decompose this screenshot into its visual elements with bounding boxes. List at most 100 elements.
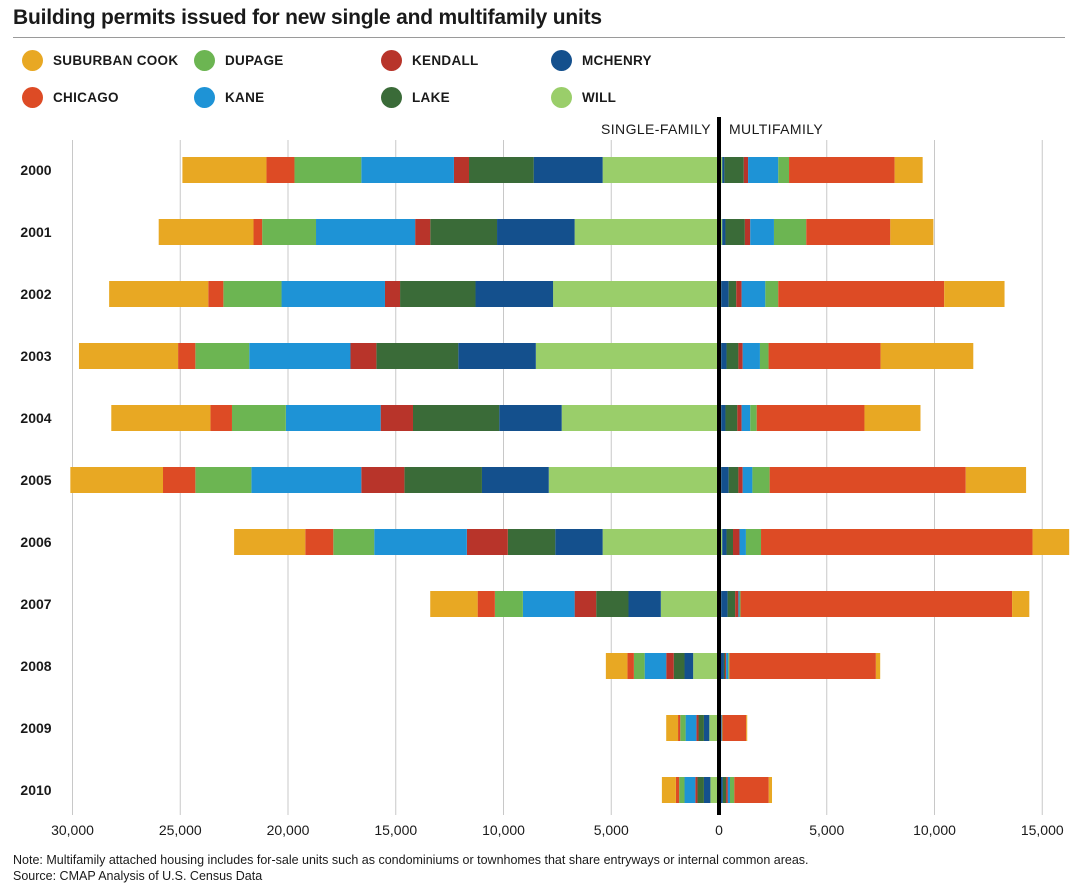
year-label: 2010 — [20, 782, 51, 798]
legend-label: KENDALL — [412, 52, 479, 68]
legend-item-kendall: KENDALL — [381, 48, 479, 72]
legend-item-mchenry: MCHENRY — [551, 48, 652, 72]
bar-single-family-kendall-2007 — [574, 591, 597, 617]
bar-single-family-lake-2002 — [400, 281, 476, 307]
legend-swatch — [551, 86, 572, 108]
year-label: 2003 — [20, 348, 51, 364]
bar-single-family-chicago-2008 — [627, 653, 634, 679]
x-tick-label: 5,000 — [594, 822, 629, 838]
bar-multifamily-chicago-2004 — [756, 405, 865, 431]
bar-single-family-will-2007 — [660, 591, 719, 617]
bar-multifamily-suburban-cook-2010 — [768, 777, 773, 803]
x-tick-label: 0 — [715, 822, 723, 838]
bar-single-family-mchenry-2005 — [481, 467, 549, 493]
bar-single-family-will-2009 — [709, 715, 719, 741]
x-tick-label: 5,000 — [809, 822, 844, 838]
x-tick-label: 20,000 — [267, 822, 310, 838]
bar-single-family-kendall-2005 — [361, 467, 405, 493]
bar-multifamily-chicago-2006 — [761, 529, 1033, 555]
multifamily-label: MULTIFAMILY — [729, 121, 823, 137]
bar-multifamily-dupage-2001 — [773, 219, 807, 245]
bar-multifamily-dupage-2008 — [728, 653, 730, 679]
bar-single-family-kane-2009 — [685, 715, 697, 741]
bar-multifamily-kendall-2008 — [725, 653, 727, 679]
bar-single-family-chicago-2010 — [675, 777, 680, 803]
bar-multifamily-chicago-2002 — [778, 281, 945, 307]
bar-single-family-lake-2009 — [698, 715, 704, 741]
bar-multifamily-lake-2001 — [725, 219, 745, 245]
bar-multifamily-chicago-2003 — [768, 343, 881, 369]
bar-single-family-mchenry-2007 — [628, 591, 661, 617]
bar-single-family-will-2003 — [535, 343, 719, 369]
x-tick-label: 10,000 — [913, 822, 956, 838]
bar-single-family-lake-2003 — [376, 343, 459, 369]
x-tick-label: 10,000 — [482, 822, 525, 838]
bar-single-family-dupage-2000 — [294, 157, 362, 183]
bar-single-family-suburban-cook-2002 — [109, 281, 209, 307]
bar-multifamily-dupage-2002 — [765, 281, 779, 307]
bar-single-family-kane-2001 — [316, 219, 416, 245]
bar-multifamily-mchenry-2001 — [722, 219, 726, 245]
bar-multifamily-kendall-2004 — [737, 405, 742, 431]
bar-single-family-will-2000 — [602, 157, 719, 183]
year-label: 2001 — [20, 224, 51, 240]
bar-single-family-lake-2005 — [404, 467, 482, 493]
bar-single-family-kane-2007 — [522, 591, 575, 617]
bar-multifamily-kendall-2005 — [738, 467, 743, 493]
bar-multifamily-lake-2005 — [728, 467, 739, 493]
bar-single-family-chicago-2001 — [253, 219, 263, 245]
legend-swatch — [551, 49, 572, 71]
legend-swatch — [381, 49, 402, 71]
bar-single-family-lake-2007 — [596, 591, 629, 617]
bar-single-family-chicago-2004 — [210, 405, 232, 431]
bar-single-family-lake-2004 — [412, 405, 500, 431]
bar-single-family-kane-2008 — [644, 653, 667, 679]
bar-multifamily-mchenry-2008 — [720, 653, 724, 679]
bar-multifamily-suburban-cook-2006 — [1032, 529, 1070, 555]
bar-multifamily-kane-2006 — [739, 529, 746, 555]
bar-multifamily-kane-2001 — [750, 219, 774, 245]
bar-single-family-dupage-2007 — [494, 591, 523, 617]
bar-multifamily-mchenry-2007 — [721, 591, 728, 617]
bar-multifamily-mchenry-2002 — [721, 281, 729, 307]
bar-single-family-suburban-cook-2008 — [605, 653, 628, 679]
bar-multifamily-suburban-cook-2005 — [965, 467, 1027, 493]
bar-multifamily-mchenry-2003 — [721, 343, 727, 369]
year-label: 2009 — [20, 720, 51, 736]
bar-single-family-will-2001 — [574, 219, 719, 245]
bar-single-family-kane-2010 — [684, 777, 696, 803]
bar-single-family-dupage-2006 — [333, 529, 375, 555]
legend-swatch — [381, 86, 402, 108]
bar-single-family-will-2006 — [602, 529, 719, 555]
bar-multifamily-dupage-2007 — [739, 591, 741, 617]
bar-single-family-lake-2008 — [673, 653, 685, 679]
bar-multifamily-lake-2004 — [725, 405, 738, 431]
bar-single-family-kendall-2001 — [415, 219, 431, 245]
bar-multifamily-suburban-cook-2007 — [1012, 591, 1030, 617]
bar-single-family-mchenry-2009 — [703, 715, 710, 741]
bar-single-family-chicago-2002 — [208, 281, 224, 307]
bar-multifamily-kane-2010 — [727, 777, 730, 803]
legend-label: DUPAGE — [225, 52, 284, 68]
bar-multifamily-mchenry-2005 — [721, 467, 729, 493]
year-label: 2006 — [20, 534, 51, 550]
bar-single-family-mchenry-2006 — [555, 529, 603, 555]
footnote: Note: Multifamily attached housing inclu… — [13, 852, 809, 884]
legend-swatch — [22, 49, 43, 71]
single-family-label: SINGLE-FAMILY — [601, 121, 711, 137]
legend-item-suburban-cook: SUBURBAN COOK — [22, 48, 178, 72]
bar-multifamily-dupage-2005 — [752, 467, 770, 493]
bar-multifamily-suburban-cook-2008 — [875, 653, 881, 679]
year-label: 2008 — [20, 658, 51, 674]
bar-multifamily-chicago-2001 — [806, 219, 891, 245]
bar-single-family-kendall-2010 — [695, 777, 698, 803]
bar-multifamily-lake-2000 — [724, 157, 744, 183]
legend-swatch — [194, 49, 215, 71]
bar-multifamily-dupage-2010 — [729, 777, 735, 803]
bar-multifamily-suburban-cook-2009 — [746, 715, 748, 741]
legend-item-dupage: DUPAGE — [194, 48, 284, 72]
x-tick-label: 15,000 — [374, 822, 417, 838]
bar-single-family-kane-2006 — [374, 529, 467, 555]
bar-single-family-chicago-2000 — [266, 157, 295, 183]
bar-single-family-kendall-2000 — [453, 157, 470, 183]
